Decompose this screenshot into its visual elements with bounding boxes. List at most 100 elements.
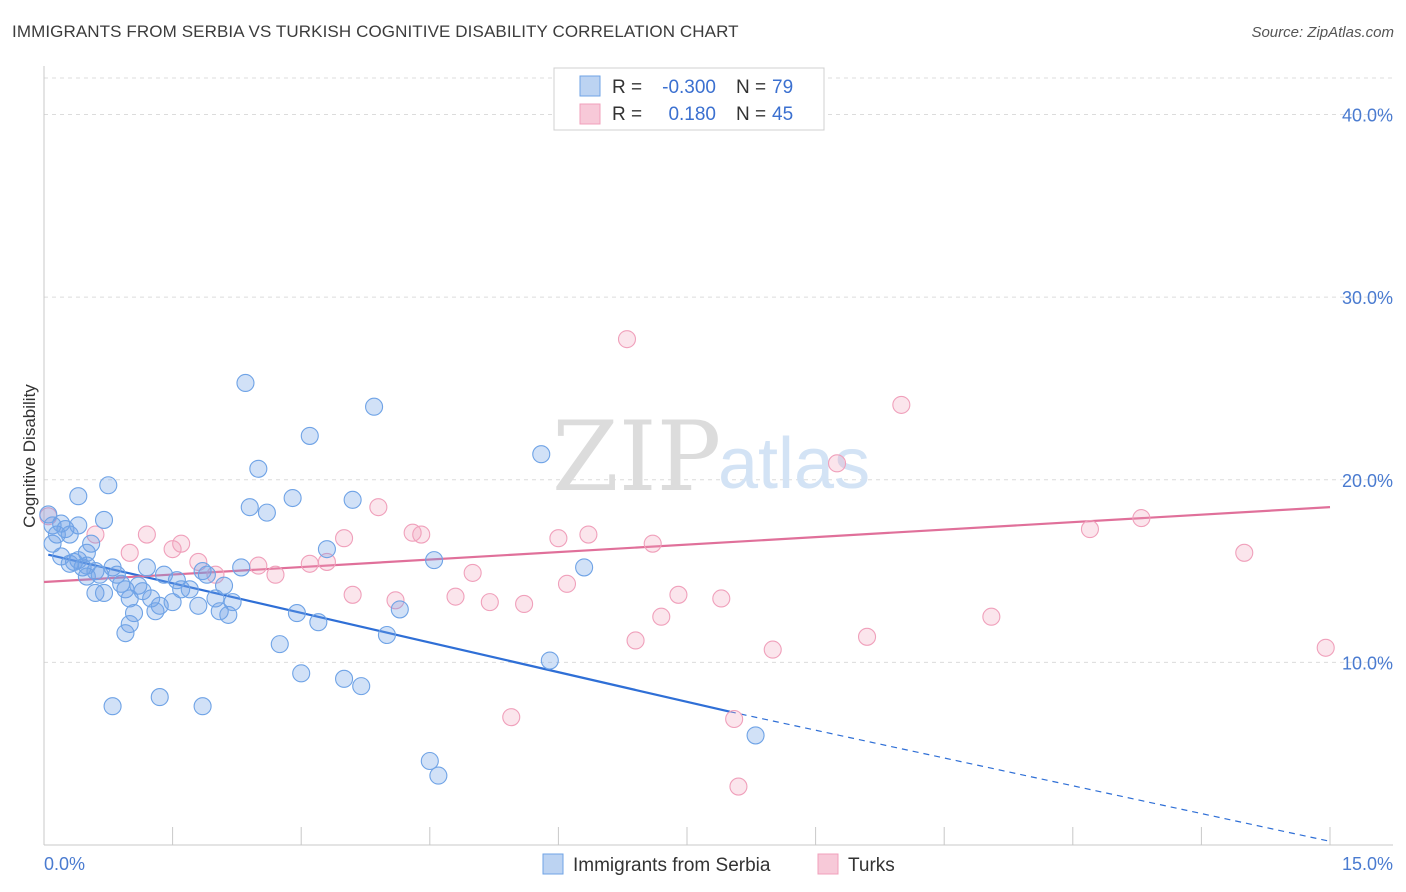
point-serbia [193,697,212,716]
point-serbia [124,604,144,623]
trend-line-turks [43,506,1331,584]
bottom-legend-swatch-serbia [542,853,564,875]
point-serbia [197,565,216,584]
point-turks [137,525,156,544]
point-turks [515,594,534,613]
point-turks [343,585,362,604]
point-serbia [335,669,354,688]
bottom-legend-label-serbia: Immigrants from Serbia [573,855,771,876]
point-turks [86,525,105,544]
chart-title: IMMIGRANTS FROM SERBIA VS TURKISH COGNIT… [12,22,739,41]
point-serbia [94,583,114,603]
trend-line-serbia [48,553,731,713]
y-axis-label: Cognitive Disability [20,384,39,528]
point-turks [120,543,139,562]
legend-r-value-serbia: -0.300 [662,77,716,98]
x-tick-label-max: 15.0% [1342,854,1393,874]
trend-lines [43,506,1331,842]
point-serbia [287,604,306,623]
point-serbia [429,766,448,785]
point-serbia [300,426,319,445]
point-turks [549,529,568,548]
point-serbia [43,534,62,553]
point-serbia [77,556,96,575]
point-turks [502,708,521,727]
point-serbia [47,525,66,544]
series-legend: Immigrants from Serbia Turks [542,853,895,876]
point-turks [725,709,744,729]
point-serbia [163,593,182,612]
legend-n-label-turks: N = [736,104,766,125]
point-serbia [420,751,439,771]
point-turks [317,552,336,571]
point-turks [1132,509,1151,528]
point-serbia [39,505,58,524]
point-serbia [746,726,765,745]
point-serbia [116,624,135,643]
bottom-legend-swatch-turks [817,853,839,875]
point-serbia [257,503,276,522]
watermark-zip: ZIP [552,401,721,513]
point-turks [300,554,319,573]
correlation-legend: R = -0.300 N = 79 R = 0.180 N = 45 [553,67,825,131]
point-serbia [425,551,444,570]
point-serbia [180,580,199,599]
point-turks [446,587,465,606]
data-points [39,330,1335,796]
point-serbia [270,635,289,654]
axes [43,66,1393,846]
point-serbia [77,543,96,562]
source-label: Source: ZipAtlas.com [1251,24,1394,41]
point-serbia [214,576,234,595]
point-turks [579,525,598,544]
point-serbia [94,510,114,529]
point-turks [369,498,388,517]
point-turks [163,540,182,559]
point-turks [189,552,208,571]
point-serbia [283,488,302,508]
legend-swatch-turks [579,103,601,125]
point-turks [712,589,731,608]
point-turks [172,534,191,553]
point-turks [412,525,431,544]
point-serbia [532,445,551,464]
point-turks [982,607,1001,626]
point-serbia [390,600,409,619]
point-serbia [317,540,336,559]
point-turks [729,777,748,796]
x-tick-label-min: 0.0% [44,854,85,874]
point-turks [669,585,688,604]
point-turks [643,534,662,553]
y-tick-label: 10.0% [1342,653,1393,673]
point-serbia [292,664,311,683]
point-serbia [99,476,118,495]
y-tick-label: 30.0% [1342,288,1393,308]
point-turks [557,574,577,593]
y-tick-label: 40.0% [1342,106,1393,126]
point-turks [386,591,405,610]
point-serbia [236,373,255,393]
point-serbia [103,697,122,716]
point-serbia [82,534,101,553]
point-serbia [120,614,139,634]
point-serbia [137,558,156,577]
point-turks [266,565,285,584]
point-turks [892,395,911,414]
point-turks [857,627,877,646]
legend-r-value-turks: 0.180 [668,104,716,125]
point-serbia [377,625,396,645]
legend-swatch-serbia [579,75,601,97]
point-turks [763,640,782,659]
trend-line-serbia-extension [729,711,1331,842]
point-turks [1316,638,1335,657]
bottom-legend-label-turks: Turks [848,855,895,876]
point-serbia [309,613,328,632]
point-serbia [223,593,242,612]
point-serbia [232,558,251,577]
point-turks [827,454,847,473]
point-turks [617,330,637,349]
point-turks [480,593,499,612]
point-serbia [189,596,208,615]
point-serbia [69,516,88,535]
